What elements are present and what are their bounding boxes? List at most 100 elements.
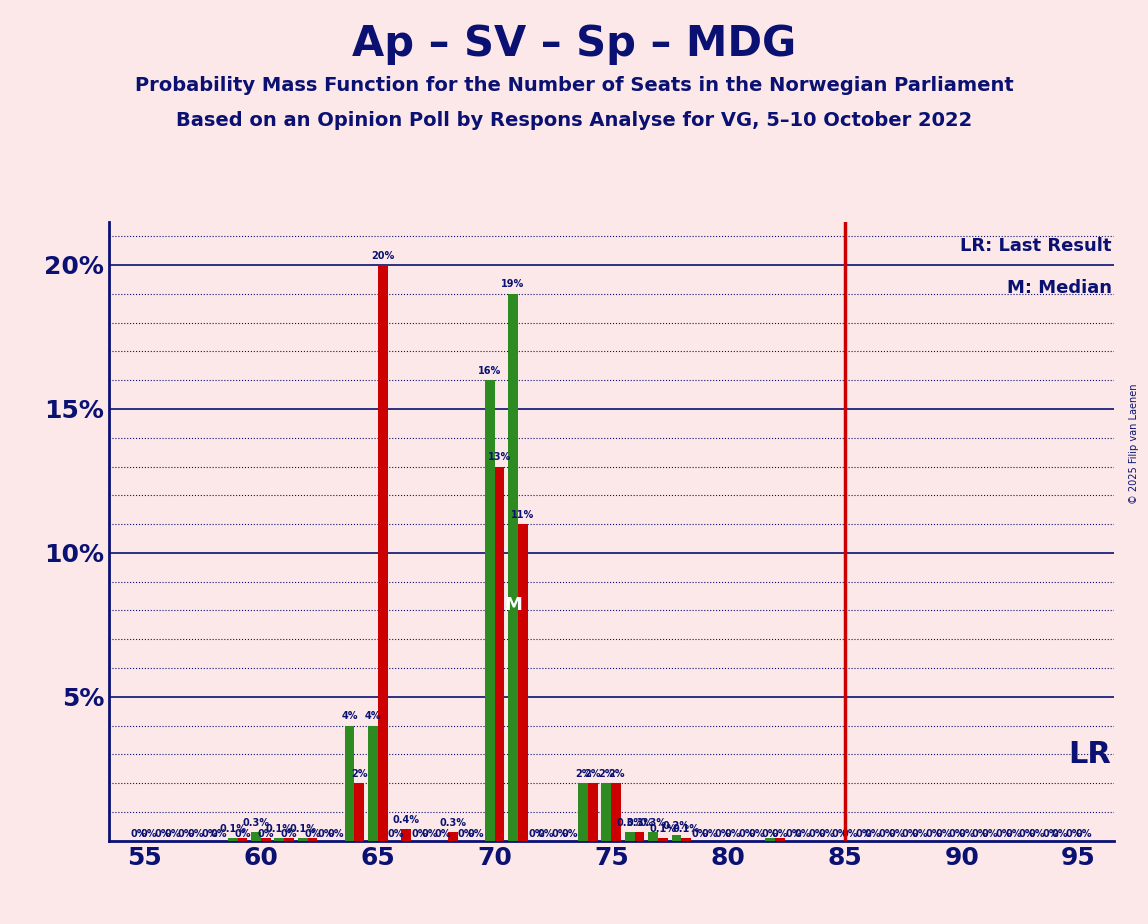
Text: 0%: 0%	[889, 829, 905, 839]
Bar	[251, 833, 261, 841]
Text: 0%: 0%	[972, 829, 988, 839]
Text: 0%: 0%	[304, 829, 320, 839]
Text: 0.4%: 0.4%	[393, 815, 419, 825]
Text: 0%: 0%	[912, 829, 928, 839]
Text: 0%: 0%	[691, 829, 708, 839]
Bar	[484, 380, 495, 841]
Text: 0%: 0%	[785, 829, 801, 839]
Text: 0%: 0%	[864, 829, 882, 839]
Text: 0%: 0%	[528, 829, 544, 839]
Bar	[367, 725, 378, 841]
Text: 2%: 2%	[608, 769, 625, 779]
Text: 0%: 0%	[458, 829, 474, 839]
Text: 0%: 0%	[411, 829, 428, 839]
Text: 0.3%: 0.3%	[242, 818, 270, 828]
Text: Ap – SV – Sp – MDG: Ap – SV – Sp – MDG	[352, 23, 796, 65]
Bar	[649, 833, 658, 841]
Text: 0.1%: 0.1%	[650, 823, 676, 833]
Text: 0%: 0%	[761, 829, 778, 839]
Bar	[672, 835, 682, 841]
Text: 0%: 0%	[794, 829, 812, 839]
Text: 0%: 0%	[234, 829, 250, 839]
Text: 0%: 0%	[561, 829, 577, 839]
Text: Probability Mass Function for the Number of Seats in the Norwegian Parliament: Probability Mass Function for the Number…	[134, 76, 1014, 95]
Text: 0%: 0%	[934, 829, 952, 839]
Text: 0%: 0%	[327, 829, 344, 839]
Text: 0%: 0%	[1029, 829, 1045, 839]
Bar	[625, 833, 635, 841]
Text: 2%: 2%	[598, 769, 614, 779]
Text: 0%: 0%	[959, 829, 975, 839]
Text: 11%: 11%	[511, 510, 535, 520]
Text: 0%: 0%	[257, 829, 274, 839]
Text: 0%: 0%	[435, 829, 451, 839]
Text: 0%: 0%	[902, 829, 918, 839]
Text: 0%: 0%	[1018, 829, 1035, 839]
Bar	[635, 833, 644, 841]
Text: 0%: 0%	[748, 829, 765, 839]
Text: Based on an Opinion Poll by Respons Analyse for VG, 5–10 October 2022: Based on an Opinion Poll by Respons Anal…	[176, 111, 972, 130]
Text: 0%: 0%	[164, 829, 180, 839]
Bar	[227, 838, 238, 841]
Text: 0%: 0%	[841, 829, 858, 839]
Text: 0%: 0%	[878, 829, 895, 839]
Bar	[682, 838, 691, 841]
Bar	[297, 838, 308, 841]
Bar	[238, 838, 247, 841]
Text: 0%: 0%	[388, 829, 404, 839]
Bar	[344, 725, 355, 841]
Bar	[588, 784, 598, 841]
Text: 0.1%: 0.1%	[673, 823, 700, 833]
Text: 0%: 0%	[738, 829, 755, 839]
Text: 0%: 0%	[819, 829, 835, 839]
Text: 0%: 0%	[467, 829, 484, 839]
Bar	[448, 833, 458, 841]
Text: 0.3%: 0.3%	[440, 818, 466, 828]
Bar	[261, 838, 271, 841]
Text: 0%: 0%	[421, 829, 437, 839]
Text: 0%: 0%	[551, 829, 568, 839]
Bar	[775, 838, 784, 841]
Text: 0%: 0%	[808, 829, 825, 839]
Text: M: Median: M: Median	[1007, 279, 1111, 297]
Text: 0%: 0%	[724, 829, 742, 839]
Text: 0%: 0%	[855, 829, 871, 839]
Text: 4%: 4%	[341, 711, 358, 722]
Text: 0%: 0%	[1006, 829, 1022, 839]
Bar	[401, 830, 411, 841]
Text: 2%: 2%	[351, 769, 367, 779]
Text: 0%: 0%	[1076, 829, 1092, 839]
Text: 0%: 0%	[925, 829, 941, 839]
Text: 0%: 0%	[211, 829, 227, 839]
Bar	[611, 784, 621, 841]
Text: 0%: 0%	[982, 829, 999, 839]
Text: 0%: 0%	[995, 829, 1011, 839]
Text: 0.1%: 0.1%	[289, 823, 316, 833]
Text: 0%: 0%	[948, 829, 965, 839]
Text: LR: LR	[1069, 740, 1111, 769]
Text: 0%: 0%	[1042, 829, 1058, 839]
Text: 0.1%: 0.1%	[266, 823, 293, 833]
Bar	[658, 838, 668, 841]
Text: 0%: 0%	[201, 829, 217, 839]
Text: 0%: 0%	[1052, 829, 1069, 839]
Bar	[579, 784, 588, 841]
Text: 0%: 0%	[1065, 829, 1081, 839]
Bar	[378, 265, 388, 841]
Text: 0.2%: 0.2%	[664, 821, 690, 831]
Text: 0%: 0%	[281, 829, 297, 839]
Text: 0.3%: 0.3%	[616, 818, 643, 828]
Text: 0%: 0%	[715, 829, 731, 839]
Text: 0%: 0%	[178, 829, 194, 839]
Text: 16%: 16%	[478, 366, 502, 376]
Text: 0%: 0%	[832, 829, 848, 839]
Text: 0.3%: 0.3%	[639, 818, 667, 828]
Text: 0%: 0%	[131, 829, 147, 839]
Bar	[495, 467, 504, 841]
Bar	[285, 838, 294, 841]
Text: 0%: 0%	[771, 829, 788, 839]
Text: 19%: 19%	[502, 279, 525, 289]
Text: 4%: 4%	[365, 711, 381, 722]
Text: 2%: 2%	[575, 769, 591, 779]
Text: 0%: 0%	[318, 829, 334, 839]
